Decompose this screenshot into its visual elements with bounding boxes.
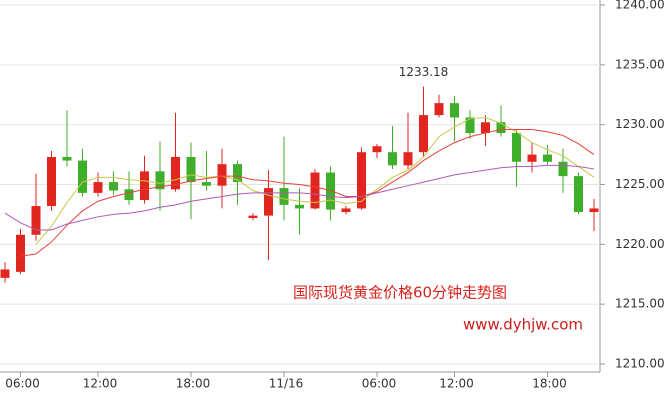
y-tick-label: 1220.00 — [615, 237, 665, 251]
y-tick-label: 1225.00 — [615, 177, 665, 191]
candle-body — [527, 154, 537, 162]
x-tick-label: 12:00 — [83, 377, 118, 391]
candle-body — [388, 152, 397, 166]
candle-body — [357, 152, 366, 209]
candle-body — [217, 164, 227, 186]
moving-average-line — [20, 128, 595, 257]
candle-body — [574, 176, 583, 213]
candle-body — [202, 182, 211, 186]
candle-body — [124, 189, 134, 201]
candle-body — [403, 152, 413, 166]
candle-body — [419, 115, 428, 153]
candle-body — [155, 171, 165, 190]
candle-body — [341, 208, 351, 213]
candle-body — [16, 234, 25, 272]
candle-body — [109, 182, 118, 191]
candle-body — [310, 172, 320, 209]
candle-body — [558, 161, 568, 177]
candle-body — [589, 208, 599, 213]
candle-body — [47, 156, 56, 207]
chart-title: 国际现货黄金价格60分钟走势图 — [293, 284, 507, 302]
candle-body — [171, 156, 180, 190]
candle-body — [264, 188, 273, 216]
y-tick-label: 1230.00 — [615, 117, 665, 131]
y-tick-label: 1210.00 — [615, 357, 665, 371]
y-tick-label: 1240.00 — [615, 0, 665, 12]
candle-body — [295, 204, 304, 209]
candle-body — [450, 103, 459, 118]
candle-body — [62, 156, 72, 161]
candle-body — [465, 117, 475, 134]
moving-average-line — [35, 116, 595, 245]
moving-average-line — [4, 164, 595, 231]
candle-body — [481, 122, 490, 134]
y-tick-label: 1235.00 — [615, 57, 665, 71]
candle-body — [512, 133, 521, 162]
candle-body — [248, 215, 258, 219]
candle-body — [372, 146, 382, 153]
candle-body — [0, 269, 10, 278]
watermark: www.dyhjw.com — [463, 316, 583, 334]
candle-body — [78, 160, 87, 193]
x-tick-label: 18:00 — [532, 377, 567, 391]
x-tick-label: 06:00 — [5, 377, 40, 391]
max-label: 1233.18 — [399, 65, 449, 79]
candle-body — [31, 206, 41, 235]
candle-body — [543, 154, 552, 162]
candle-body — [326, 172, 335, 210]
candle-body — [186, 156, 196, 183]
candle-body — [140, 171, 149, 201]
x-tick-label: 12:00 — [439, 377, 474, 391]
candle-body — [93, 182, 103, 193]
candle-body — [496, 122, 506, 134]
x-tick-label: 06:00 — [362, 377, 397, 391]
candle-body — [279, 188, 289, 205]
y-tick-label: 1215.00 — [615, 297, 665, 311]
x-tick-label: 11/16 — [269, 377, 304, 391]
candle-body — [233, 164, 242, 183]
x-tick-label: 18:00 — [176, 377, 211, 391]
candle-body — [434, 103, 444, 116]
